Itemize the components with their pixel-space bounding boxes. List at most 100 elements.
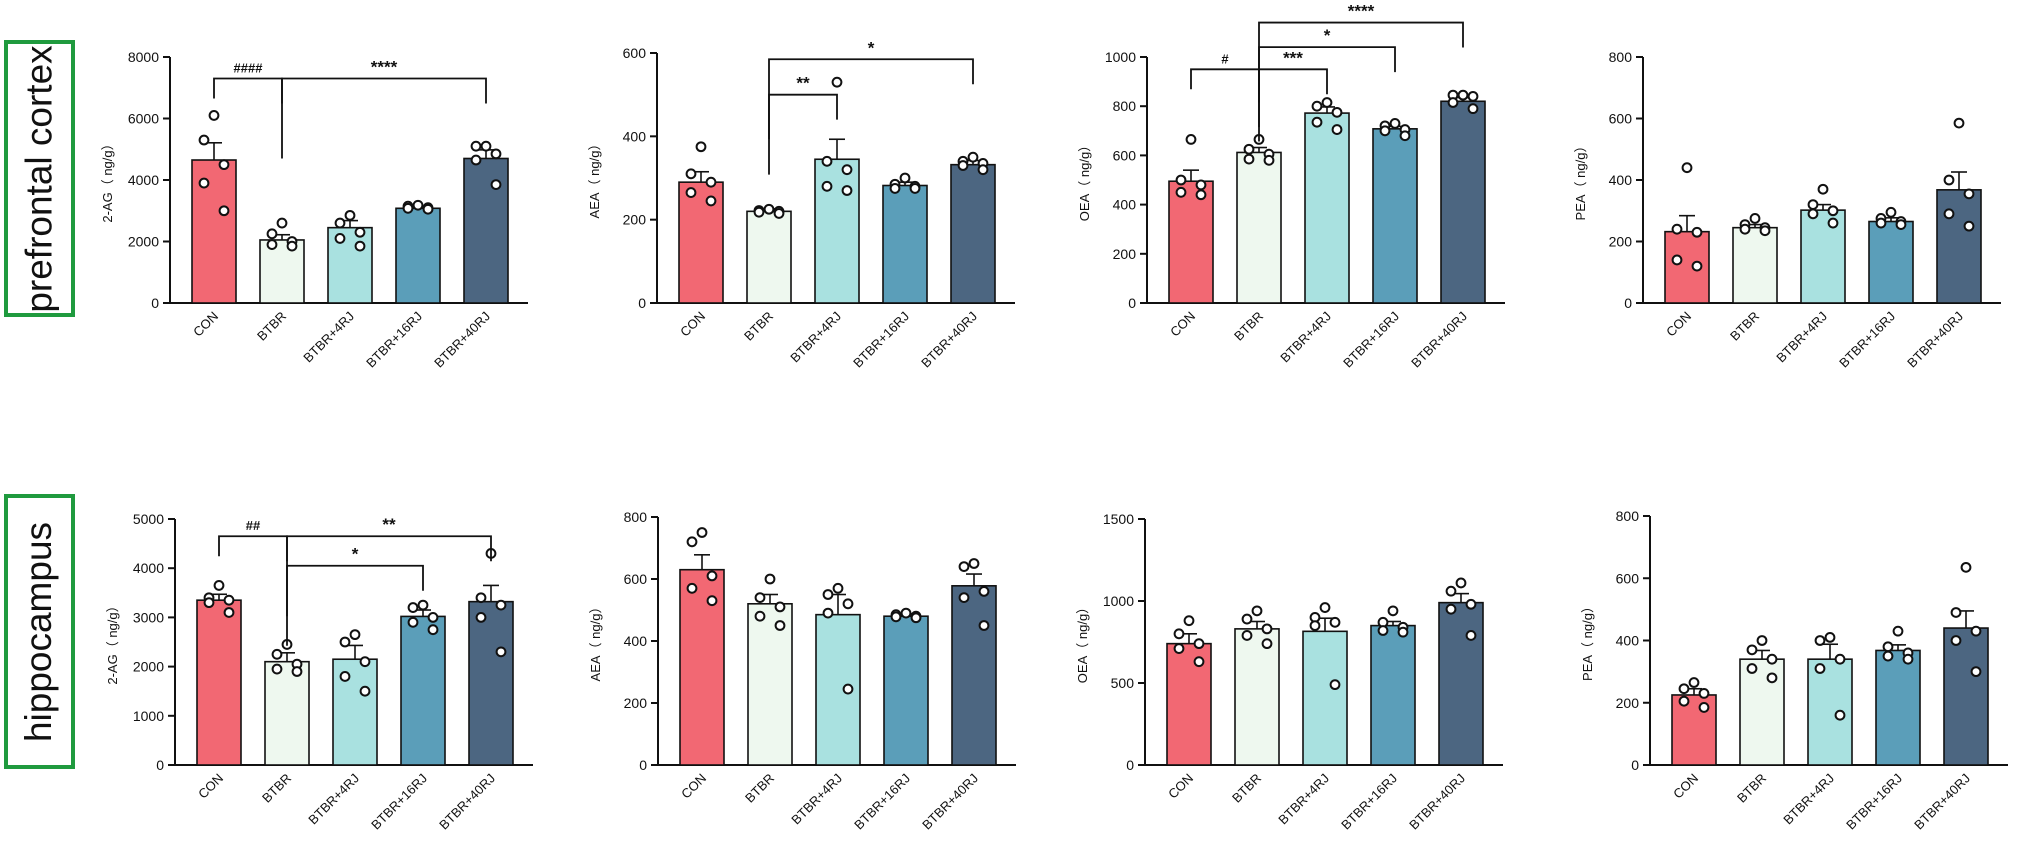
data-point xyxy=(427,624,439,636)
data-point xyxy=(427,612,439,623)
data-point xyxy=(1807,208,1819,220)
y-axis-label: PEA（ ng/g） xyxy=(1573,140,1588,221)
data-point xyxy=(774,601,786,613)
x-tick-label: BTBR+16RJ xyxy=(1836,309,1898,371)
x-tick-label: BTBR+16RJ xyxy=(850,309,912,371)
data-point xyxy=(286,240,298,252)
x-tick-label: BTBR xyxy=(742,771,777,806)
bar xyxy=(1868,220,1914,304)
chart-panel: 0 1000 2000 3000 4000 5000 2-AG（ ng/g） CON BTBR B… xyxy=(105,511,533,832)
bar xyxy=(746,210,792,304)
data-point xyxy=(890,611,902,623)
data-point xyxy=(1319,602,1331,613)
x-tick-label: BTBR+16RJ xyxy=(368,771,430,833)
data-point xyxy=(334,233,346,244)
data-point xyxy=(967,151,979,163)
significance-label: * xyxy=(352,545,359,564)
region-label-prefrontal-cortex: prefrontal cortex xyxy=(4,40,75,317)
data-point xyxy=(754,592,766,603)
data-point xyxy=(773,208,785,219)
data-point xyxy=(359,656,371,668)
data-point xyxy=(218,159,230,171)
y-tick-label: 2000 xyxy=(128,234,159,250)
data-point xyxy=(1195,189,1207,201)
data-point xyxy=(842,598,854,610)
x-tick-label: CON xyxy=(190,309,221,340)
y-tick-label: 1000 xyxy=(1105,49,1136,65)
data-point xyxy=(1746,663,1758,674)
x-tick-label: BTBR xyxy=(1231,309,1266,344)
data-point xyxy=(764,573,776,585)
x-tick-label: BTBR xyxy=(1229,771,1264,806)
x-tick-label: BTBR+40RJ xyxy=(918,309,980,371)
data-point xyxy=(1950,607,1962,618)
bar xyxy=(1438,601,1484,766)
bar xyxy=(1234,628,1280,766)
data-point xyxy=(490,148,502,160)
bar xyxy=(1739,658,1785,766)
x-tick-label: BTBR+16RJ xyxy=(1338,771,1400,833)
data-point xyxy=(271,663,283,675)
data-point xyxy=(1671,223,1683,235)
data-point xyxy=(1739,223,1751,235)
data-point xyxy=(213,580,225,591)
data-point xyxy=(470,140,482,152)
y-axis-label: 2-AG（ ng/g） xyxy=(105,599,120,684)
significance-bracket xyxy=(281,77,487,159)
x-tick-label: CON xyxy=(1165,771,1196,802)
data-point xyxy=(1321,97,1333,108)
data-point xyxy=(831,76,843,88)
data-point xyxy=(1746,644,1758,656)
data-point xyxy=(1445,603,1457,615)
x-tick-label: BTBR+16RJ xyxy=(1340,309,1402,371)
bar xyxy=(678,181,724,304)
bar xyxy=(468,600,514,766)
data-point xyxy=(1465,630,1477,641)
y-axis-label: OEA（ ng/g） xyxy=(1077,139,1092,221)
y-tick-label: 0 xyxy=(151,295,159,311)
data-point xyxy=(822,589,834,600)
data-point xyxy=(412,199,424,211)
y-axis-label: AEA（ ng/g） xyxy=(588,601,603,682)
data-point xyxy=(705,195,717,207)
y-tick-label: 6000 xyxy=(128,111,159,127)
data-point xyxy=(1331,124,1343,135)
bar xyxy=(1168,180,1214,304)
y-tick-label: 600 xyxy=(1609,111,1633,127)
data-point xyxy=(223,607,235,618)
y-tick-label: 600 xyxy=(623,45,647,61)
data-point xyxy=(706,570,718,582)
data-point xyxy=(1465,598,1477,610)
bar xyxy=(1936,189,1982,304)
x-tick-label: BTBR+4RJ xyxy=(1275,771,1332,828)
significance-bracket xyxy=(286,564,424,646)
y-tick-label: 800 xyxy=(1616,508,1640,524)
bar xyxy=(1304,112,1350,304)
bar xyxy=(1664,230,1710,304)
data-point xyxy=(1175,174,1187,186)
y-tick-label: 400 xyxy=(1113,197,1137,213)
data-point xyxy=(958,592,970,603)
significance-label: # xyxy=(1221,51,1229,66)
data-point xyxy=(402,202,414,214)
y-axis-label: OEA（ ng/g） xyxy=(1075,601,1090,683)
y-tick-label: 1000 xyxy=(133,708,164,724)
bar xyxy=(1800,209,1846,304)
data-point xyxy=(705,176,717,188)
data-point xyxy=(957,160,969,171)
data-point xyxy=(1329,616,1341,628)
y-axis-label: 2-AG（ ng/g） xyxy=(100,137,115,222)
data-point xyxy=(900,607,912,619)
data-point xyxy=(1970,625,1982,637)
data-point xyxy=(1882,650,1894,662)
x-tick-label: BTBR+4RJ xyxy=(1277,309,1334,366)
significance-bracket xyxy=(286,535,492,617)
data-point xyxy=(696,527,708,538)
x-tick-label: BTBR xyxy=(741,309,776,344)
data-point xyxy=(1241,630,1253,641)
significance-label: ## xyxy=(246,518,261,533)
data-point xyxy=(407,616,419,628)
y-tick-label: 1000 xyxy=(1103,593,1134,609)
